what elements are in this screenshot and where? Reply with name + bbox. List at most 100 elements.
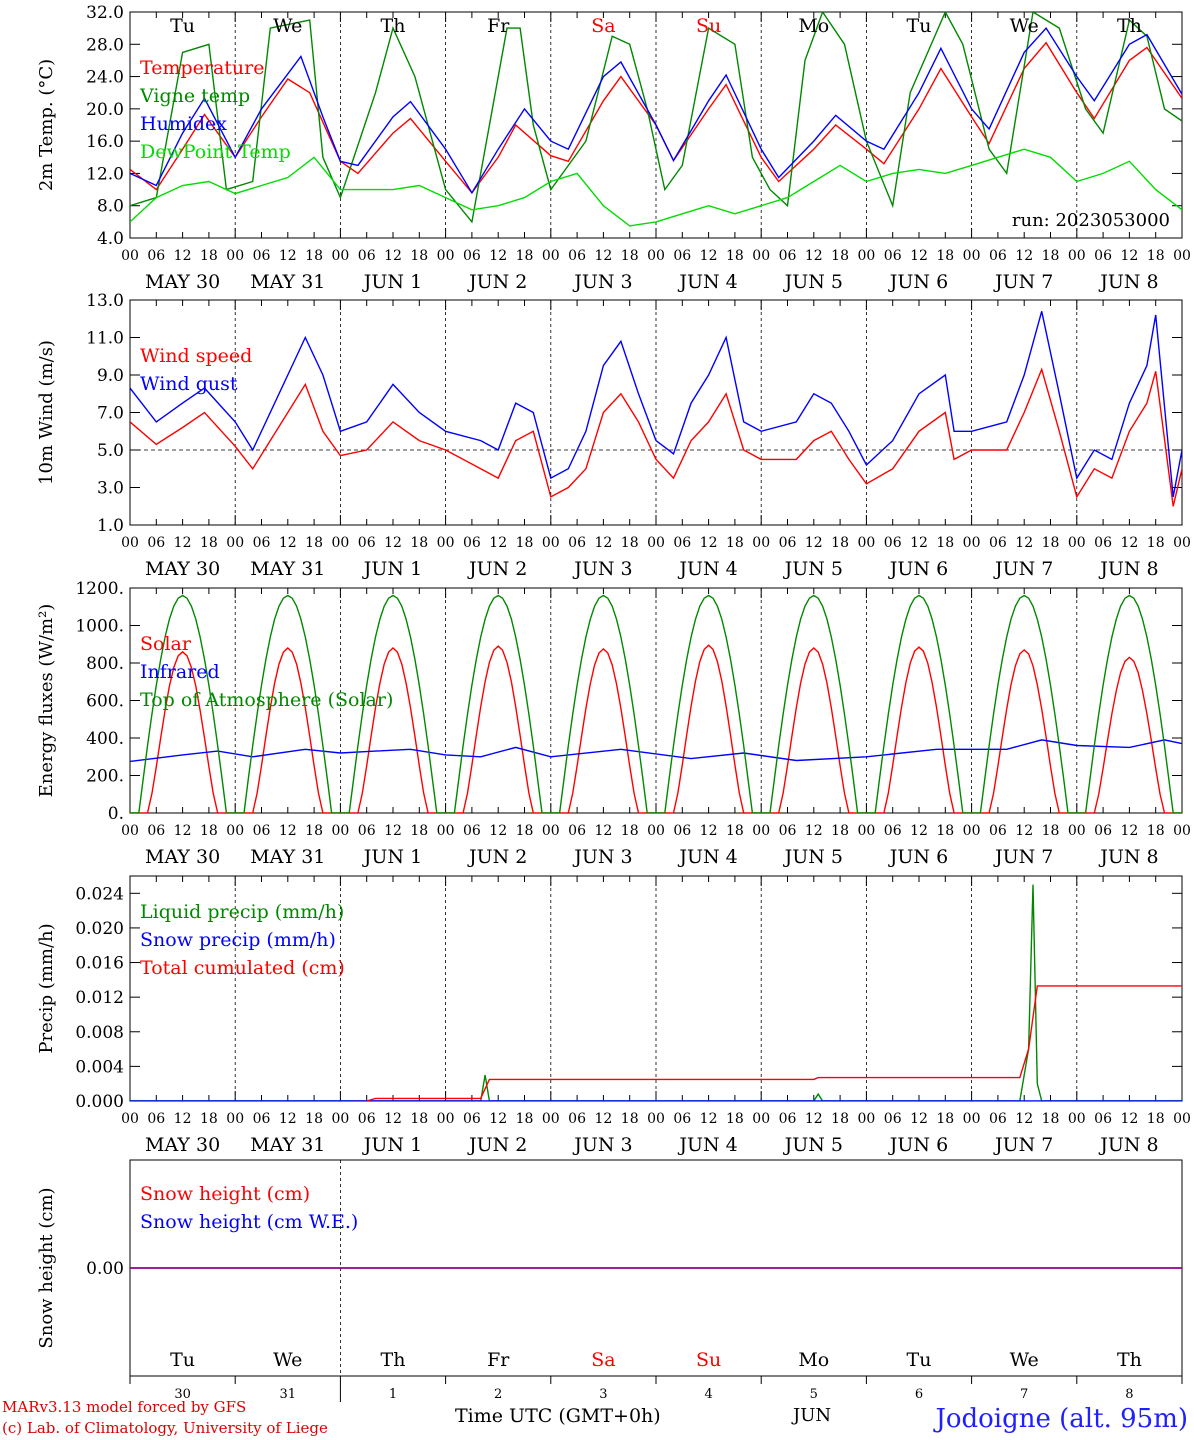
day-name: We: [1010, 1349, 1039, 1371]
hour-tick-label: 00: [226, 535, 244, 551]
date-label: JUN 6: [888, 558, 948, 580]
hour-tick-label: 06: [1094, 1111, 1112, 1127]
date-label: JUN 7: [993, 271, 1053, 293]
y-tick-label: 0.: [108, 804, 124, 824]
hour-tick-label: 06: [147, 248, 165, 264]
hour-tick-label: 00: [331, 248, 349, 264]
y-tick-label: 200.: [86, 767, 124, 787]
hour-tick-label: 06: [463, 535, 481, 551]
hour-tick-label: 12: [1015, 823, 1033, 839]
hour-tick-label: 18: [1042, 823, 1060, 839]
hour-tick-label: 18: [831, 1111, 849, 1127]
hour-tick-label: 12: [910, 535, 928, 551]
hour-tick-label: 00: [752, 248, 770, 264]
hour-tick-label: 12: [700, 248, 718, 264]
day-name: Mo: [798, 15, 829, 37]
y-tick-label: 400.: [86, 729, 124, 749]
hour-tick-label: 00: [121, 535, 139, 551]
hour-tick-label: 12: [489, 535, 507, 551]
hour-tick-label: 00: [857, 1111, 875, 1127]
hour-tick-label: 00: [1173, 1111, 1191, 1127]
day-number: 3: [599, 1387, 607, 1402]
legend-entry: DewPoint Temp: [140, 141, 291, 163]
hour-tick-label: 18: [1147, 823, 1165, 839]
hour-tick-label: 12: [910, 823, 928, 839]
y-tick-label: 0.008: [75, 1023, 124, 1043]
hour-tick-label: 06: [568, 823, 586, 839]
hour-tick-label: 06: [253, 1111, 271, 1127]
date-label: MAY 30: [145, 1134, 220, 1156]
hour-tick-label: 06: [884, 535, 902, 551]
y-tick-label: 5.0: [97, 441, 124, 461]
hour-tick-label: 00: [542, 823, 560, 839]
hour-tick-label: 12: [489, 248, 507, 264]
hour-tick-label: 06: [673, 535, 691, 551]
date-label: JUN 7: [993, 846, 1053, 868]
day-number: 5: [810, 1387, 818, 1402]
hour-tick-label: 00: [963, 823, 981, 839]
hour-tick-label: 06: [884, 248, 902, 264]
y-axis-label: 2m Temp. (°C): [36, 59, 57, 191]
hour-tick-label: 06: [779, 823, 797, 839]
hour-tick-label: 12: [1015, 248, 1033, 264]
date-label: JUN 1: [362, 271, 422, 293]
y-axis-label: Energy fluxes (W/m²): [36, 604, 57, 798]
hour-tick-label: 00: [752, 823, 770, 839]
day-name: We: [273, 1349, 302, 1371]
date-label: MAY 31: [250, 1134, 325, 1156]
legend-entry: Total cumulated (cm): [140, 957, 345, 979]
y-tick-label: 3.0: [97, 479, 124, 499]
hour-tick-label: 12: [700, 535, 718, 551]
hour-tick-label: 06: [989, 535, 1007, 551]
day-name: We: [1010, 15, 1039, 37]
y-tick-label: 9.0: [97, 366, 124, 386]
date-label: JUN 7: [993, 1134, 1053, 1156]
hour-tick-label: 18: [516, 1111, 534, 1127]
series-line-top-of-atmosphere-solar-: [130, 594, 1182, 813]
hour-tick-label: 00: [1173, 823, 1191, 839]
hour-tick-label: 06: [358, 823, 376, 839]
date-label: JUN 6: [888, 271, 948, 293]
y-tick-label: 0.020: [75, 919, 124, 939]
hour-tick-label: 06: [147, 823, 165, 839]
hour-tick-label: 00: [542, 1111, 560, 1127]
date-label: JUN 8: [1098, 558, 1158, 580]
date-label: JUN 2: [467, 271, 527, 293]
date-label: MAY 30: [145, 271, 220, 293]
hour-tick-label: 06: [673, 1111, 691, 1127]
y-tick-label: 1000.: [75, 617, 124, 637]
date-label: JUN 6: [888, 846, 948, 868]
y-tick-label: 7.0: [97, 404, 124, 424]
legend-entry: Vigne temp: [139, 85, 250, 107]
hour-tick-label: 18: [305, 535, 323, 551]
hour-tick-label: 12: [384, 823, 402, 839]
y-tick-label: 0.000: [75, 1092, 124, 1112]
day-name: Su: [696, 15, 721, 37]
day-name: Tu: [170, 1349, 195, 1371]
hour-tick-label: 00: [1173, 535, 1191, 551]
hour-tick-label: 12: [700, 823, 718, 839]
y-tick-label: 800.: [86, 654, 124, 674]
legend-entry: Snow height (cm): [140, 1183, 310, 1205]
hour-tick-label: 12: [489, 823, 507, 839]
date-label: JUN 4: [677, 1134, 737, 1156]
hour-tick-label: 06: [568, 1111, 586, 1127]
hour-tick-label: 12: [174, 1111, 192, 1127]
series-line-dewpoint-temp: [130, 148, 1182, 227]
lab-credit: (c) Lab. of Climatology, University of L…: [2, 1419, 328, 1437]
hour-tick-label: 12: [279, 1111, 297, 1127]
legend-entry: Liquid precip (mm/h): [140, 901, 344, 923]
y-tick-label: 13.0: [86, 291, 124, 311]
hour-tick-label: 06: [253, 535, 271, 551]
day-name: Mo: [798, 1349, 829, 1371]
hour-tick-label: 06: [253, 823, 271, 839]
hour-tick-label: 12: [594, 248, 612, 264]
hour-tick-label: 00: [542, 248, 560, 264]
hour-tick-label: 00: [647, 248, 665, 264]
hour-tick-label: 12: [384, 535, 402, 551]
date-label: JUN 5: [783, 271, 843, 293]
hour-tick-label: 18: [621, 1111, 639, 1127]
y-tick-label: 0.012: [75, 988, 124, 1008]
hour-tick-label: 06: [358, 248, 376, 264]
hour-tick-label: 00: [437, 1111, 455, 1127]
